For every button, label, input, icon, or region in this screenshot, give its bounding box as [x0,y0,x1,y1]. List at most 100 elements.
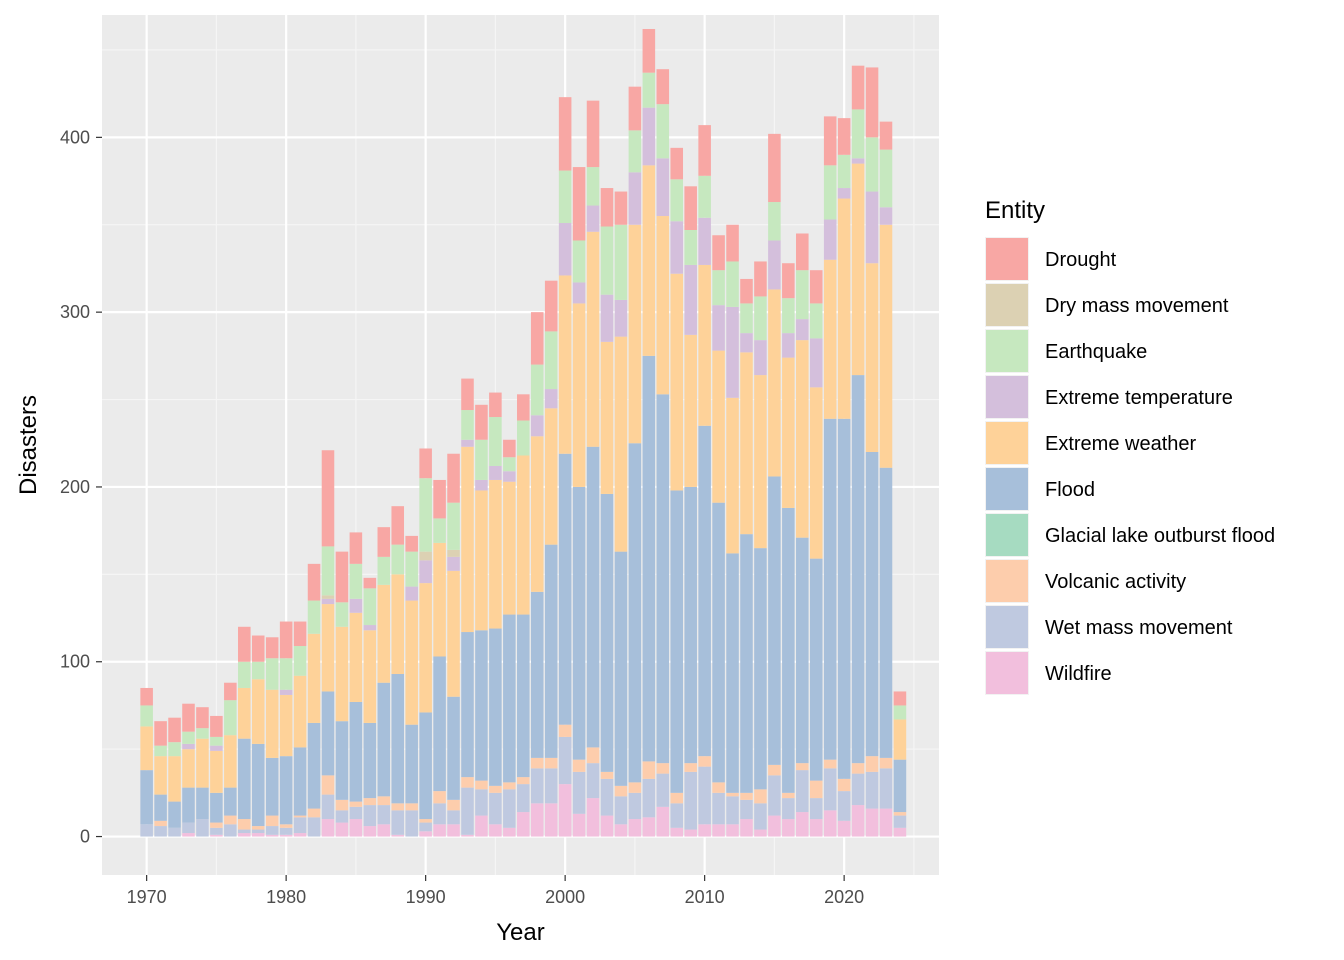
bar-segment [572,486,586,760]
bar-segment [405,535,418,552]
bar-segment [712,235,725,271]
bar-segment [726,796,739,825]
bar-segment [251,661,265,680]
y-tick-label: 300 [60,302,90,322]
bar-segment [544,757,558,769]
bar-segment [489,824,502,837]
bar-segment [377,682,391,797]
bar-segment [586,446,600,748]
legend-label: Glacial lake outburst flood [1045,525,1275,547]
bar-segment [642,28,656,73]
bar-segment [614,824,628,837]
bar-segment [154,756,167,795]
bar-segment [182,731,195,744]
bar-segment [837,820,851,837]
bar-segment [293,817,307,834]
bar-segment [600,815,614,837]
bar-segment [656,104,670,159]
bar-segment [475,490,488,631]
bar-segment [684,230,697,265]
bar-segment [809,819,823,837]
bar-segment [419,560,432,584]
bar-segment [196,787,209,820]
bar-segment [628,172,642,225]
bar-segment [712,502,725,783]
bar-segment [851,163,865,376]
bar-segment [796,763,809,771]
bar-segment [168,756,181,802]
bar-segment [517,420,530,456]
bar-segment [335,822,349,837]
bar-segment [140,824,153,837]
bar-segment [628,443,642,783]
bar-segment [796,319,809,341]
bar-segment [726,306,739,398]
bar-segment [210,736,223,746]
bar-segment [279,756,293,825]
legend-label: Dry mass movement [1045,295,1229,317]
bar-segment [614,224,628,300]
bar-segment [782,792,795,799]
bar-segment [349,801,363,807]
bar-segment [210,822,223,828]
bar-segment [154,721,167,746]
legend-label: Flood [1045,479,1095,501]
bar-segment [837,154,851,189]
bar-segment [391,673,405,804]
bar-segment [279,621,293,659]
bar-segment [279,689,293,695]
bar-segment [461,787,474,835]
bar-segment [321,450,335,547]
legend-key-swatch [986,606,1028,648]
bar-segment [740,278,753,304]
bar-segment [293,833,307,837]
bar-segment [321,598,335,605]
bar-segment [851,805,865,837]
bar-segment [782,798,795,820]
bar-segment [447,824,460,837]
bar-segment [614,299,628,337]
bar-segment [740,534,753,793]
y-tick-label: 200 [60,477,90,497]
bar-segment [558,275,572,454]
bar-segment [754,789,767,804]
bar-segment [154,826,167,837]
bar-segment [684,186,697,230]
bar-segment [475,479,488,491]
bar-segment [279,694,293,757]
bar-segment [879,467,893,758]
bar-segment [182,833,195,837]
legend-label: Extreme temperature [1045,387,1233,409]
bar-segment [251,635,265,662]
bar-segment [224,700,237,736]
bar-segment [712,782,725,793]
legend-items: Drought Dry mass movement Earthquake Extrem… [985,237,1275,695]
bar-segment [726,792,739,797]
bar-segment [503,457,516,472]
bar-segment [265,637,279,659]
bar-segment [419,583,432,713]
bar-segment [656,69,670,105]
bar-segment [544,331,558,390]
bar-segment [210,715,223,737]
legend-title: Entity [985,197,1045,224]
bar-segment [544,408,558,545]
y-axis: 0 100 200 300 400 [60,127,102,847]
x-tick-label: 2010 [685,887,725,907]
bar-segment [265,757,279,816]
bar-segment [182,743,195,750]
bar-segment [279,824,293,828]
bar-segment [823,219,837,260]
bar-segment [391,544,405,575]
bar-segment [782,819,795,837]
bar-segment [851,763,865,774]
bar-segment [558,736,572,785]
bar-segment [796,812,809,837]
bar-segment [433,479,446,519]
bar-segment [251,829,265,834]
bar-segment [768,133,781,203]
bar-segment [698,425,711,757]
x-tick-label: 1970 [127,887,167,907]
bar-segment [740,352,753,535]
bar-segment [224,815,237,825]
